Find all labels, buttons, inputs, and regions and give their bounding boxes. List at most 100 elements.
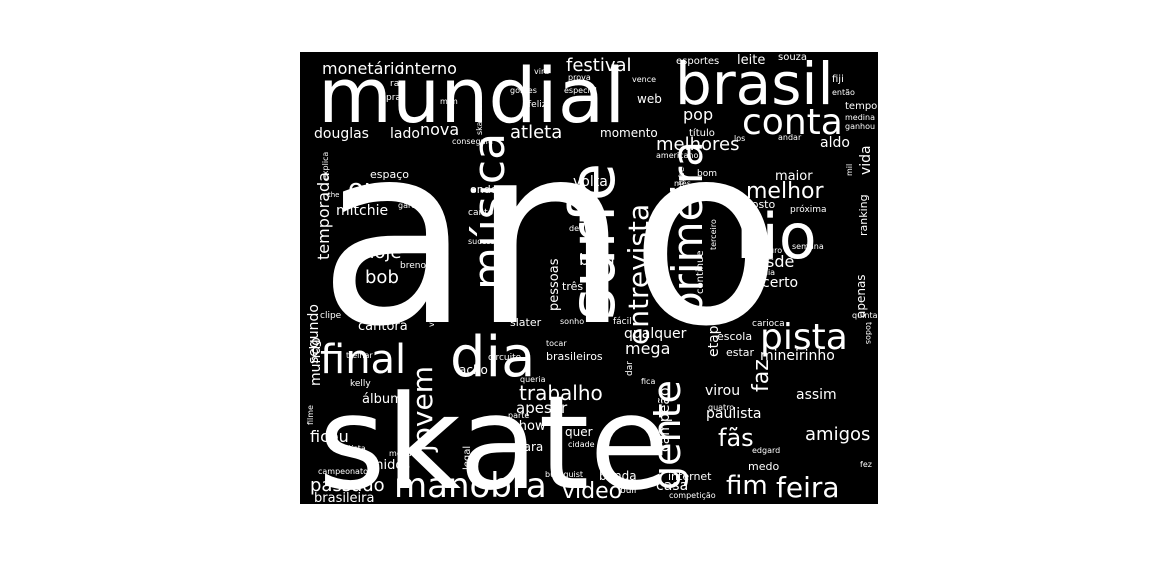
cloud-word: música	[464, 133, 515, 290]
cloud-word: final	[320, 337, 406, 383]
cloud-word: fácil	[613, 317, 632, 327]
cloud-word: parte	[508, 411, 529, 420]
cloud-word: mil	[845, 164, 854, 176]
cloud-word: estar	[726, 346, 755, 359]
cloud-word: skate	[318, 367, 669, 519]
cloud-word: bom	[697, 169, 717, 179]
cloud-word: internet	[668, 470, 712, 483]
cloud-word: deu	[569, 224, 584, 233]
cloud-word: clipe	[320, 311, 342, 321]
cloud-word: rio	[736, 200, 817, 273]
cloud-word: carioca	[752, 319, 785, 329]
cloud-word: feira	[776, 471, 840, 504]
cloud-word: todos	[864, 322, 873, 344]
cloud-word: edgard	[752, 446, 780, 455]
cloud-word: circuito	[488, 353, 522, 363]
cloud-word: mundo	[308, 337, 324, 386]
cloud-word: qualquer	[624, 326, 687, 342]
cloud-word: dar	[625, 361, 635, 376]
cloud-word: terceiro	[709, 219, 718, 250]
cloud-word: álbum	[362, 392, 403, 407]
cloud-word: amigos	[805, 424, 870, 445]
cloud-word: pessoas	[547, 258, 562, 311]
cloud-word: brasileiros	[546, 350, 603, 363]
cloud-word: americano	[656, 151, 699, 160]
cloud-word: treinar	[346, 351, 373, 360]
cloud-word: semana	[792, 242, 824, 251]
cloud-word: brasileira	[314, 491, 374, 506]
cloud-word: manobra	[394, 466, 547, 506]
cloud-word: primeira	[663, 141, 712, 318]
cloud-word: festival	[566, 55, 632, 76]
cloud-word: fãs	[718, 424, 754, 452]
cloud-word: bem	[579, 250, 615, 269]
cloud-word: família	[748, 268, 775, 277]
cloud-word: espaço	[370, 168, 409, 181]
cloud-word: brasil	[675, 50, 834, 118]
cloud-word: vida	[858, 145, 874, 175]
cloud-word: fica	[641, 377, 655, 386]
cloud-word: fim	[726, 471, 768, 501]
cloud-word: souza	[778, 52, 807, 63]
cloud-word: douglas	[314, 126, 369, 142]
cloud-word: você	[426, 308, 436, 327]
cloud-word: quer	[565, 425, 593, 439]
cloud-word: cara	[517, 440, 543, 454]
cloud-word: aldo	[820, 135, 850, 151]
cloud-word: vai	[413, 235, 428, 246]
cloud-word: gomes	[510, 86, 537, 95]
cloud-word: entrevista	[622, 204, 655, 345]
cloud-word: legal	[462, 446, 473, 470]
cloud-word: explica	[321, 152, 330, 180]
cloud-word: campeão	[657, 387, 673, 452]
cloud-word: dia	[450, 325, 535, 390]
cloud-word: garoto	[398, 201, 424, 210]
cloud-word: melhores	[656, 134, 740, 155]
cloud-word: título	[689, 127, 715, 139]
cloud-word: sucesso	[468, 237, 500, 246]
cloud-word: apenas	[854, 274, 868, 318]
cloud-word: escola	[717, 330, 752, 343]
cloud-word: certo	[762, 275, 798, 291]
cloud-word: cidade	[568, 440, 595, 449]
cloud-word: virou	[705, 383, 740, 399]
cloud-word: skatista	[475, 104, 484, 135]
cloud-word: especial	[564, 86, 597, 95]
cloud-word: youtube	[677, 167, 686, 200]
cloud-word: ranking	[857, 194, 870, 236]
cloud-word: onde	[470, 183, 498, 196]
cloud-word: vira	[534, 67, 549, 76]
cloud-word: prova	[568, 73, 591, 82]
cloud-word: trabalho	[519, 381, 603, 405]
cloud-word: ganhou	[845, 122, 875, 131]
cloud-word: vence	[632, 75, 656, 84]
cloud-word: melhor	[746, 179, 824, 204]
cloud-word: etapa	[706, 317, 722, 357]
cloud-word: pop	[683, 105, 713, 124]
cloud-word: filme	[306, 405, 315, 425]
cloud-word: gente	[645, 380, 689, 490]
cloud-word: pra	[386, 93, 401, 103]
cloud-word: show	[512, 419, 546, 434]
cloud-word: medalha	[389, 449, 424, 458]
cloud-word: então	[832, 88, 855, 97]
cloud-word: agosto	[738, 198, 775, 211]
cloud-word: los	[734, 134, 745, 143]
cloud-word: vídeo	[562, 479, 622, 504]
cloud-word: passado	[310, 475, 385, 496]
cloud-word: monetário	[322, 59, 404, 78]
cloud-word: assim	[796, 387, 837, 403]
cloud-word: momento	[600, 126, 658, 140]
cloud-word: quinta	[852, 311, 878, 320]
cloud-word: artista	[340, 444, 366, 453]
cloud-word: ficou	[310, 427, 349, 446]
cloud-word: banda	[599, 469, 637, 483]
cloud-word: medina	[845, 113, 875, 122]
cloud-word: cantora	[358, 319, 408, 334]
cloud-word: rap	[390, 79, 405, 89]
cloud-word: ouro	[348, 174, 406, 204]
cloud-word: mineirinho	[760, 348, 835, 364]
cloud-word: leite	[737, 53, 765, 68]
